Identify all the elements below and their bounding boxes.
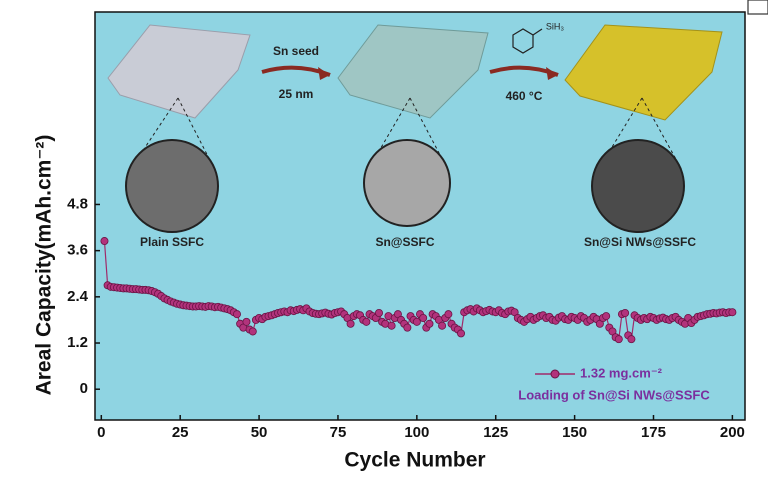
sem-image	[363, 139, 451, 227]
x-tick-label: 75	[330, 424, 347, 441]
y-tick-label: 4.8	[67, 195, 88, 212]
annotation: Sn seed	[273, 44, 319, 58]
annotation: Sn@SSFC	[375, 235, 434, 249]
legend-marker	[550, 369, 560, 379]
arrow-head	[546, 67, 558, 80]
x-tick-label: 175	[641, 424, 666, 441]
sem-image	[125, 139, 219, 233]
data-point	[100, 237, 109, 246]
data-point	[621, 308, 630, 317]
data-point	[232, 310, 241, 319]
y-tick-label: 0	[80, 380, 88, 397]
x-tick-label: 100	[404, 424, 429, 441]
x-tick-label: 200	[720, 424, 745, 441]
data-point	[387, 321, 396, 330]
data-point	[374, 308, 383, 317]
data-point	[403, 323, 412, 332]
data-point	[627, 335, 636, 344]
seeded-sheet	[337, 24, 489, 119]
y-tick-label: 3.6	[67, 242, 88, 259]
annotation: SiH₃	[546, 21, 565, 31]
data-point	[419, 313, 428, 322]
data-point	[614, 335, 623, 344]
data-point	[425, 319, 434, 328]
x-tick-label: 125	[483, 424, 508, 441]
data-point	[248, 327, 257, 336]
corner-icon	[747, 0, 768, 15]
x-axis-title: Cycle Number	[344, 449, 485, 472]
arrow-head	[318, 67, 330, 80]
x-tick-label: 50	[251, 424, 268, 441]
annotation: Plain SSFC	[140, 235, 204, 249]
legend-label: 1.32 mg.cm⁻²	[580, 365, 663, 380]
data-point	[457, 329, 466, 338]
y-axis-title: Areal Capacity(mAh.cm⁻²)	[33, 135, 56, 396]
data-point	[362, 317, 371, 326]
x-tick-label: 25	[172, 424, 189, 441]
y-tick-label: 1.2	[67, 334, 88, 351]
sem-image	[591, 139, 685, 233]
x-tick-label: 150	[562, 424, 587, 441]
y-tick-label: 2.4	[67, 288, 89, 305]
data-point	[728, 308, 737, 317]
annotation: Sn@Si NWs@SSFC	[584, 235, 696, 249]
data-point	[444, 310, 453, 319]
annotation: 460 °C	[506, 89, 543, 103]
plain-sheet	[107, 24, 251, 119]
data-point	[602, 312, 611, 321]
x-tick-label: 0	[97, 424, 105, 441]
annotation: 25 nm	[279, 87, 314, 101]
bond	[532, 28, 543, 36]
zoom-line	[597, 97, 643, 171]
zoom-line	[367, 97, 411, 171]
illustration	[107, 24, 723, 233]
data-point	[242, 317, 251, 326]
nanowire-sheet	[564, 24, 723, 121]
data-point	[412, 317, 421, 326]
benzene-ring	[512, 28, 534, 54]
data-point	[346, 319, 355, 328]
legend-note: Loading of Sn@Si NWs@SSFC	[518, 387, 710, 402]
data-point	[438, 321, 447, 330]
